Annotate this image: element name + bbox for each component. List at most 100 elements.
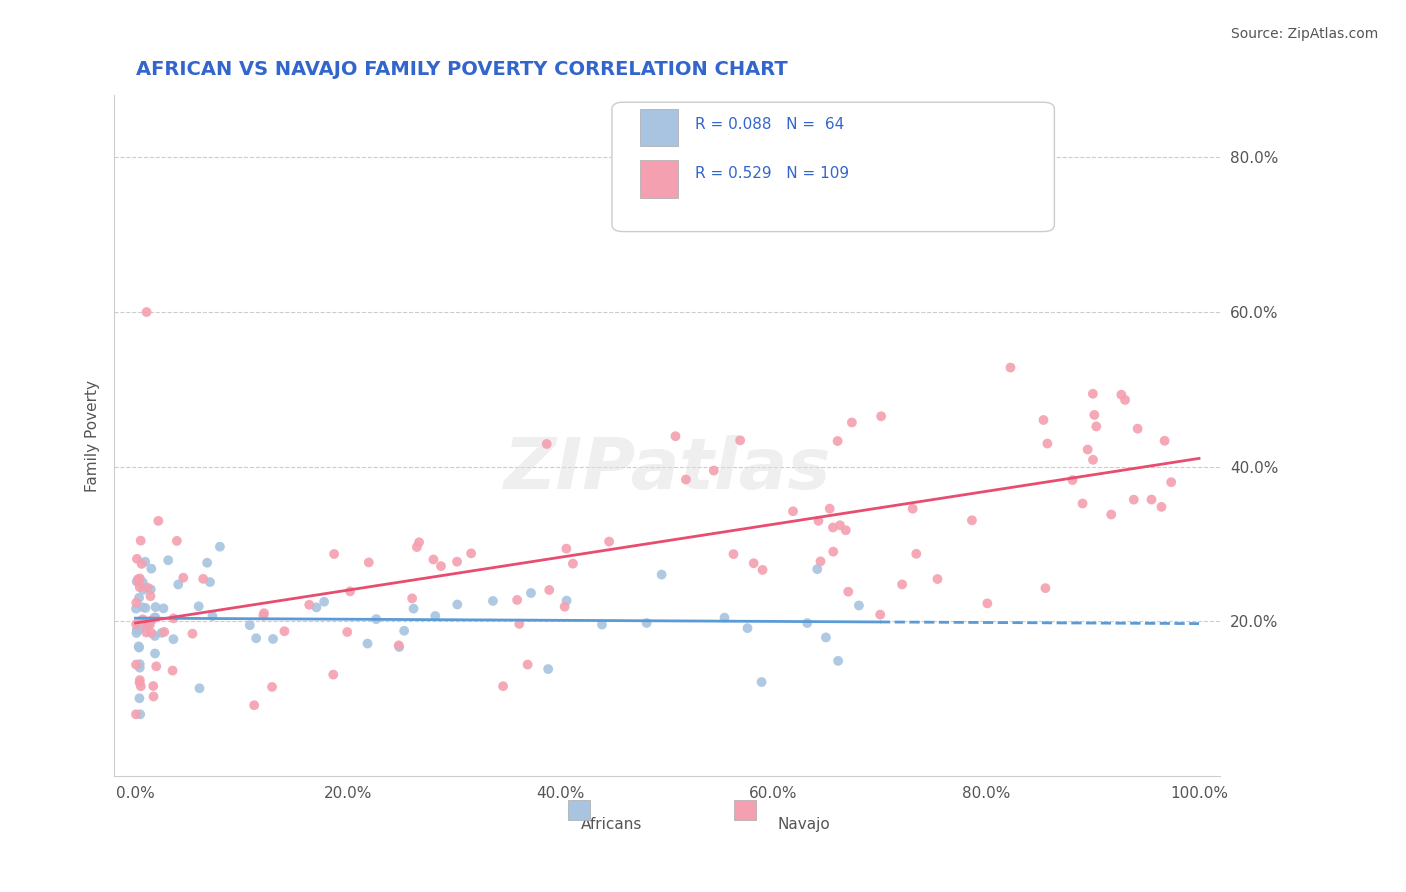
Point xyxy=(927,572,949,586)
Point xyxy=(891,577,914,591)
Point xyxy=(188,681,211,696)
Point xyxy=(128,580,150,594)
Point xyxy=(402,601,425,615)
FancyBboxPatch shape xyxy=(640,109,678,146)
Point xyxy=(305,600,328,615)
Point xyxy=(143,610,166,624)
Point xyxy=(536,437,558,451)
Point xyxy=(162,611,184,625)
Point xyxy=(1081,452,1104,467)
Point xyxy=(1085,419,1108,434)
Point xyxy=(142,679,165,693)
Point xyxy=(357,556,380,570)
Point xyxy=(201,609,224,624)
Text: ZIPatlas: ZIPatlas xyxy=(503,435,831,504)
Point xyxy=(828,518,851,533)
Point xyxy=(136,617,159,632)
Point xyxy=(157,553,180,567)
Point xyxy=(125,707,148,722)
Text: Source: ZipAtlas.com: Source: ZipAtlas.com xyxy=(1230,27,1378,41)
Point xyxy=(125,596,148,610)
Point xyxy=(401,591,423,606)
Point xyxy=(128,660,150,674)
Point xyxy=(262,632,284,646)
Point xyxy=(901,501,924,516)
Point xyxy=(446,555,468,569)
Point xyxy=(835,523,858,537)
Text: R = 0.529   N = 109: R = 0.529 N = 109 xyxy=(695,166,849,181)
Point xyxy=(145,659,167,673)
Point xyxy=(128,575,150,590)
Point xyxy=(322,667,344,681)
Point xyxy=(818,501,841,516)
Point xyxy=(145,600,167,615)
Point xyxy=(166,533,188,548)
Point xyxy=(129,707,152,722)
Point xyxy=(143,647,166,661)
Point xyxy=(482,594,505,608)
Point xyxy=(723,547,745,561)
Point xyxy=(827,434,849,448)
Point xyxy=(136,581,159,595)
Point xyxy=(1081,386,1104,401)
Point xyxy=(208,540,231,554)
Point xyxy=(713,610,735,624)
Point xyxy=(422,552,444,566)
Point xyxy=(129,679,152,693)
Point xyxy=(1140,492,1163,507)
Point xyxy=(796,616,818,631)
Point xyxy=(782,504,804,518)
Text: AFRICAN VS NAVAJO FAMILY POVERTY CORRELATION CHART: AFRICAN VS NAVAJO FAMILY POVERTY CORRELA… xyxy=(136,60,787,78)
Point xyxy=(591,617,613,632)
Point xyxy=(537,662,560,676)
Point xyxy=(492,679,515,693)
Point xyxy=(538,582,561,597)
Point xyxy=(153,624,176,639)
Point xyxy=(821,520,844,534)
Point xyxy=(554,599,576,614)
Point xyxy=(1071,496,1094,510)
Point xyxy=(150,625,173,640)
Point xyxy=(125,617,148,632)
Point xyxy=(134,601,156,615)
Point xyxy=(388,640,411,654)
Point xyxy=(129,533,152,548)
Point xyxy=(245,632,267,646)
FancyBboxPatch shape xyxy=(640,160,678,197)
Point xyxy=(125,626,148,640)
Point xyxy=(751,675,773,690)
Point xyxy=(125,601,148,615)
Point xyxy=(430,559,453,574)
Point xyxy=(181,626,204,640)
Point xyxy=(273,624,295,639)
Point xyxy=(1000,360,1022,375)
Point xyxy=(806,562,828,576)
Point xyxy=(425,609,447,624)
Point xyxy=(141,626,163,640)
Point xyxy=(323,547,346,561)
Point xyxy=(143,610,166,624)
Point xyxy=(446,598,468,612)
Point xyxy=(823,544,845,558)
Point xyxy=(129,622,152,636)
Point xyxy=(132,600,155,615)
Point xyxy=(252,608,274,623)
Point xyxy=(138,618,160,632)
Point xyxy=(260,680,283,694)
Point xyxy=(1150,500,1173,514)
Point xyxy=(187,599,209,614)
Point xyxy=(162,632,184,647)
Point xyxy=(976,596,998,610)
Point xyxy=(405,540,427,554)
Point xyxy=(837,584,859,599)
Point xyxy=(125,623,148,637)
Point xyxy=(366,612,388,626)
FancyBboxPatch shape xyxy=(734,800,756,821)
Point xyxy=(125,657,148,672)
Point xyxy=(728,434,751,448)
Text: R = 0.088   N =  64: R = 0.088 N = 64 xyxy=(695,117,844,131)
Point xyxy=(392,624,415,638)
Point xyxy=(848,599,870,613)
Point xyxy=(134,555,156,569)
Point xyxy=(905,547,928,561)
